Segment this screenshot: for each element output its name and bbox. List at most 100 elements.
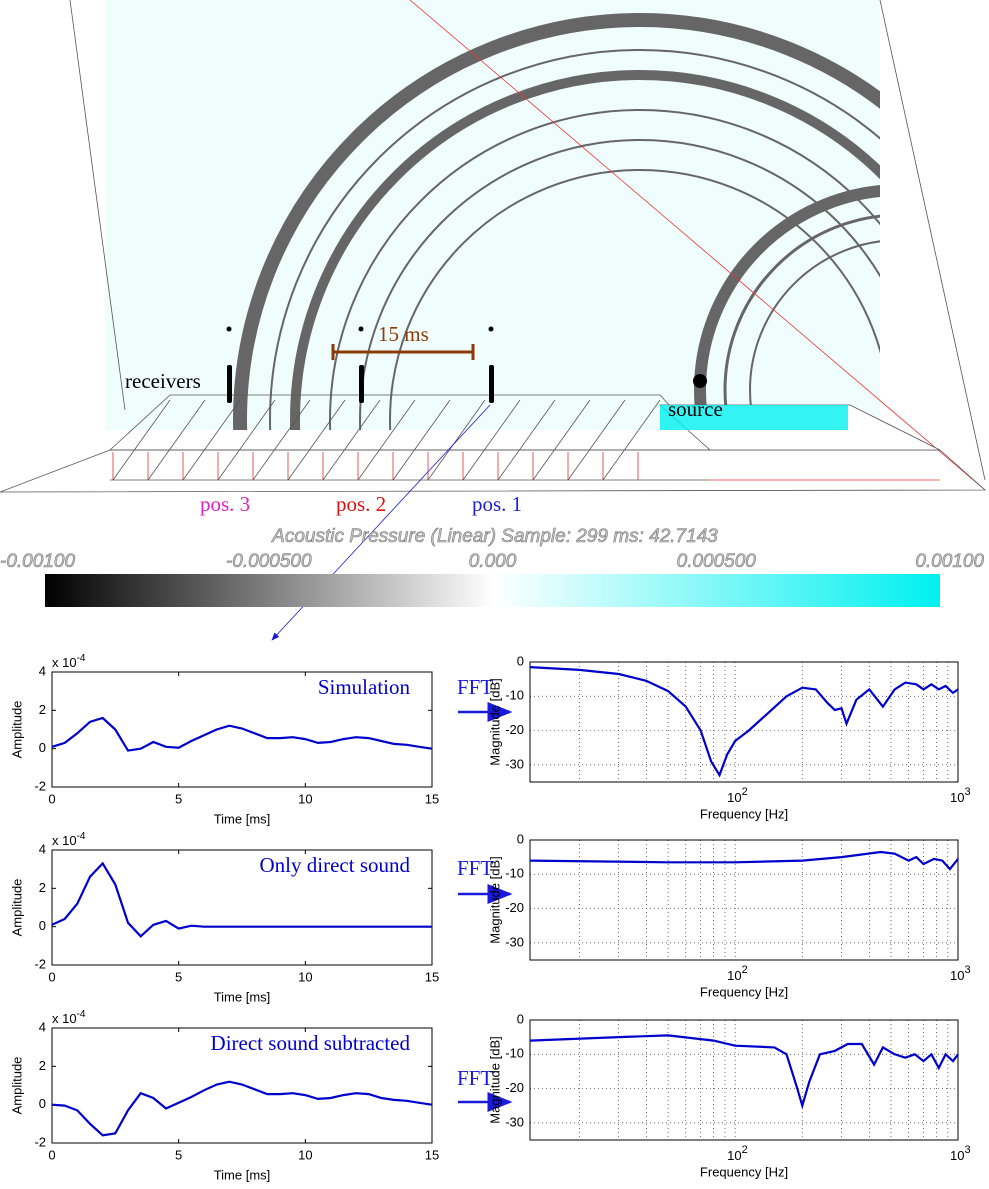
- plot-frame: [51, 671, 433, 788]
- y-tick-label: 0: [39, 918, 46, 933]
- receivers: [226, 326, 707, 403]
- x-tick-base: 10: [727, 968, 741, 983]
- y-tick-label: -20: [505, 722, 524, 737]
- annotation: Direct sound subtracted: [211, 1031, 411, 1055]
- plot-frame: [529, 1019, 959, 1141]
- x-tick-label: 5: [175, 1147, 182, 1162]
- colorbar-tick-label: 0.000500: [677, 551, 757, 572]
- y-tick-label: 0: [517, 831, 524, 846]
- y-tick-label: -30: [505, 934, 524, 949]
- colorbar-tick-label: -0.00100: [0, 551, 75, 572]
- x-axis-label: Time [ms]: [214, 1167, 271, 1182]
- x-tick-label: 5: [175, 969, 182, 984]
- x-tick-exponent: 3: [964, 786, 970, 798]
- x-tick-label: 15: [425, 969, 439, 984]
- x-tick-base: 10: [727, 790, 741, 805]
- plot-frame: [51, 1027, 433, 1144]
- annotation: Simulation: [318, 675, 411, 699]
- series-line: [529, 1034, 959, 1110]
- scene-background: [105, 0, 880, 430]
- x-tick-exponent: 3: [964, 1144, 970, 1156]
- x-tick-base: 10: [727, 1148, 741, 1163]
- y-multiplier: x 10-4: [52, 1009, 86, 1027]
- y-tick-label: -10: [505, 688, 524, 703]
- y-multiplier: x 10-4: [52, 653, 86, 671]
- y-axis-label: Amplitude: [9, 701, 24, 759]
- y-multiplier-base: x 10: [52, 1011, 77, 1026]
- x-axis-label: Time [ms]: [214, 989, 271, 1004]
- position-label: pos. 2: [336, 492, 386, 516]
- series-line: [51, 861, 432, 938]
- y-tick-label: 4: [39, 841, 46, 856]
- fft-label: FFT: [457, 856, 493, 880]
- y-tick-label: -10: [505, 1046, 524, 1061]
- position-label: pos. 3: [200, 492, 250, 516]
- plot-area: [530, 662, 958, 782]
- y-tick-label: -30: [505, 756, 524, 771]
- y-multiplier: x 10-4: [52, 831, 86, 849]
- y-multiplier-exponent: -4: [77, 653, 86, 664]
- x-tick-label: 102: [727, 964, 748, 984]
- x-tick-exponent: 2: [742, 1144, 748, 1156]
- y-tick-label: 2: [39, 1058, 46, 1073]
- plot-area: [530, 840, 958, 960]
- y-tick-label: 0: [517, 653, 524, 668]
- y-axis-label: Amplitude: [9, 879, 24, 937]
- x-tick-label: 15: [425, 1147, 439, 1162]
- colorbar-tick-label: -0.000500: [226, 551, 312, 572]
- y-axis-label: Amplitude: [9, 1057, 24, 1115]
- y-tick-label: -30: [505, 1114, 524, 1129]
- plot-frame: [529, 661, 959, 783]
- plot-frame: [529, 839, 959, 961]
- series-line: [529, 666, 959, 778]
- y-tick-label: -20: [505, 900, 524, 915]
- fft-label: FFT: [457, 675, 493, 699]
- y-multiplier-base: x 10: [52, 833, 77, 848]
- source-label: source: [668, 397, 723, 421]
- scale-bar: [331, 344, 475, 360]
- x-tick-label: 103: [950, 786, 971, 806]
- fft-arrows: [458, 702, 513, 1112]
- x-tick-label: 10: [298, 1147, 312, 1162]
- x-tick-label: 102: [727, 786, 748, 806]
- x-tick-label: 10: [298, 791, 312, 806]
- x-axis-label: Time [ms]: [214, 811, 271, 826]
- wavefronts: [233, 13, 880, 430]
- colorbar-tick-label: 0.000: [469, 551, 517, 572]
- x-tick-label: 5: [175, 791, 182, 806]
- x-tick-label: 102: [727, 1144, 748, 1164]
- colorbar: [45, 574, 940, 607]
- colorbar-title: Acoustic Pressure (Linear) Sample: 299 m…: [271, 526, 718, 547]
- x-tick-base: 10: [950, 1148, 964, 1163]
- series-line: [51, 1080, 433, 1137]
- receivers-label: receivers: [125, 369, 201, 393]
- x-tick-exponent: 3: [964, 964, 970, 976]
- x-tick-label: 103: [950, 964, 971, 984]
- colorbar-tick-label: 0.00100: [915, 551, 984, 572]
- y-tick-label: -20: [505, 1080, 524, 1095]
- y-axis-label: Magnitude [dB]: [487, 678, 502, 765]
- series-line: [529, 850, 959, 871]
- x-tick-base: 10: [950, 790, 964, 805]
- y-multiplier-exponent: -4: [77, 831, 86, 842]
- y-tick-label: -2: [34, 1134, 46, 1149]
- x-tick-label: 10: [298, 969, 312, 984]
- x-tick-base: 10: [950, 968, 964, 983]
- x-tick-label: 103: [950, 1144, 971, 1164]
- annotation: Only direct sound: [260, 853, 411, 877]
- x-tick-exponent: 2: [742, 964, 748, 976]
- y-tick-label: -10: [505, 866, 524, 881]
- y-axis-label: Magnitude [dB]: [487, 1036, 502, 1123]
- y-tick-label: 4: [39, 663, 46, 678]
- x-tick-label: 0: [48, 969, 55, 984]
- y-tick-label: 0: [39, 1096, 46, 1111]
- plot-area: [52, 850, 432, 965]
- scene: receivers 15 ms source pos. 3 pos. 2 pos…: [0, 0, 987, 641]
- diffusers: [112, 399, 661, 481]
- y-tick-label: 2: [39, 702, 46, 717]
- y-tick-label: 0: [39, 740, 46, 755]
- x-axis-label: Frequency [Hz]: [700, 984, 788, 999]
- x-tick-label: 0: [48, 791, 55, 806]
- y-tick-label: 2: [39, 880, 46, 895]
